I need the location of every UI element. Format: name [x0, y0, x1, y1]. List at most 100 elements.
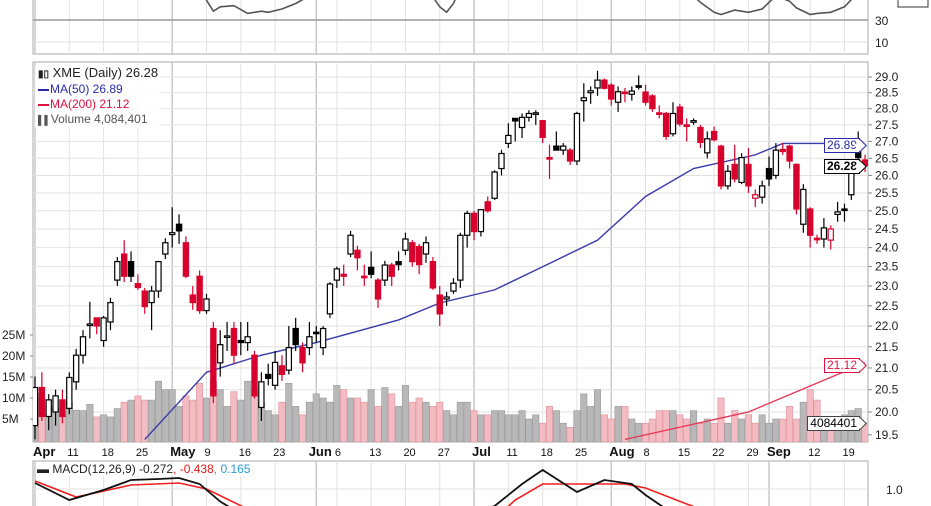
candle-body [210, 327, 217, 397]
candle [710, 126, 718, 142]
candle-body [443, 296, 450, 300]
candle [367, 251, 375, 279]
candle-body [566, 149, 574, 162]
candle-body [450, 282, 457, 292]
x-tick-label: May [170, 444, 196, 459]
volume-bar [683, 418, 691, 442]
candle [306, 321, 313, 356]
candle-body [573, 112, 581, 162]
candle [251, 350, 258, 399]
candle-body [525, 112, 533, 118]
candle-body [169, 232, 176, 236]
candle-body [33, 386, 39, 427]
candle [265, 363, 272, 386]
candle [422, 236, 430, 263]
volume-bar [367, 389, 375, 442]
volume-bar [353, 397, 361, 442]
candle-body [93, 317, 100, 327]
candle-body [532, 112, 539, 115]
candle [724, 165, 732, 190]
candle [614, 86, 622, 112]
candle [182, 236, 190, 279]
candle-body [285, 347, 293, 371]
candle-body [717, 145, 725, 187]
price-tick-label: 29.0 [875, 70, 899, 84]
volume-bar [552, 410, 560, 442]
candle [333, 266, 341, 288]
candle-body [306, 336, 313, 349]
candle [162, 238, 169, 259]
candle [745, 148, 752, 193]
candle [374, 278, 382, 308]
candle-body [148, 290, 155, 304]
ma200-value-tag: 21.12 [823, 358, 860, 373]
candle [566, 148, 574, 166]
candle [484, 196, 491, 213]
candle [628, 86, 636, 101]
ma50-line [144, 142, 866, 440]
candle-body [237, 339, 244, 344]
candle-body [463, 212, 471, 236]
candle-body [642, 91, 649, 103]
volume-bar [223, 406, 231, 442]
volume-bar [216, 389, 224, 442]
candle-body [786, 145, 793, 162]
macd-legend: ▬ MACD(12,26,9) -0.272, -0.438, 0.165 [37, 462, 251, 476]
candle-body [669, 112, 677, 135]
volume-bar [573, 410, 581, 442]
candle-body [265, 373, 272, 379]
volume-bar [189, 399, 197, 442]
candle-body [690, 120, 697, 123]
candle [86, 301, 94, 339]
candle [52, 389, 59, 426]
candle-body [484, 201, 491, 212]
candle-body [827, 228, 834, 241]
volume-bar [244, 380, 252, 442]
candle-body [436, 294, 443, 315]
volume-bar [292, 406, 300, 442]
x-tick-label: 11 [67, 447, 78, 459]
candle-body [518, 116, 526, 129]
ma50-value-tag: 26.89 [823, 138, 860, 153]
candle [402, 232, 409, 256]
price-tick-label: 20.0 [875, 405, 899, 419]
candle-body [608, 84, 615, 100]
volume-bar [374, 406, 382, 442]
candle [326, 282, 334, 318]
macd-tick-label: 1.0 [886, 483, 903, 497]
candle [491, 170, 498, 201]
volume-bar [237, 399, 245, 442]
candle [210, 321, 217, 403]
candle [758, 180, 766, 204]
price-tick-label: 26.5 [875, 151, 899, 165]
candle [217, 330, 224, 377]
candle [79, 330, 87, 364]
candle-body [820, 227, 828, 240]
candle [175, 214, 183, 244]
volume-bar [621, 406, 629, 442]
candle [470, 210, 478, 241]
candle-body [100, 317, 107, 342]
volume-bar [532, 414, 540, 442]
candle [319, 326, 327, 356]
candle-body [278, 365, 286, 376]
volume-bar [415, 397, 423, 442]
price-tick-label: 23.0 [875, 279, 899, 293]
volume-bar [504, 414, 512, 442]
volume-bar [203, 397, 211, 442]
candle-body [765, 167, 773, 180]
candle-body [340, 273, 347, 277]
volume-bar [161, 389, 169, 442]
candle-body [662, 112, 670, 138]
volume-bar [744, 414, 752, 442]
candle [347, 230, 354, 258]
close-price-tag: 26.28 [823, 159, 860, 174]
volume-bar [511, 414, 519, 442]
candle-body [361, 275, 368, 279]
price-tick-label: 24.0 [875, 241, 899, 255]
volume-bar [738, 418, 746, 442]
volume-bar [401, 385, 409, 442]
candle-body [676, 106, 684, 125]
volume-bar [642, 422, 650, 442]
